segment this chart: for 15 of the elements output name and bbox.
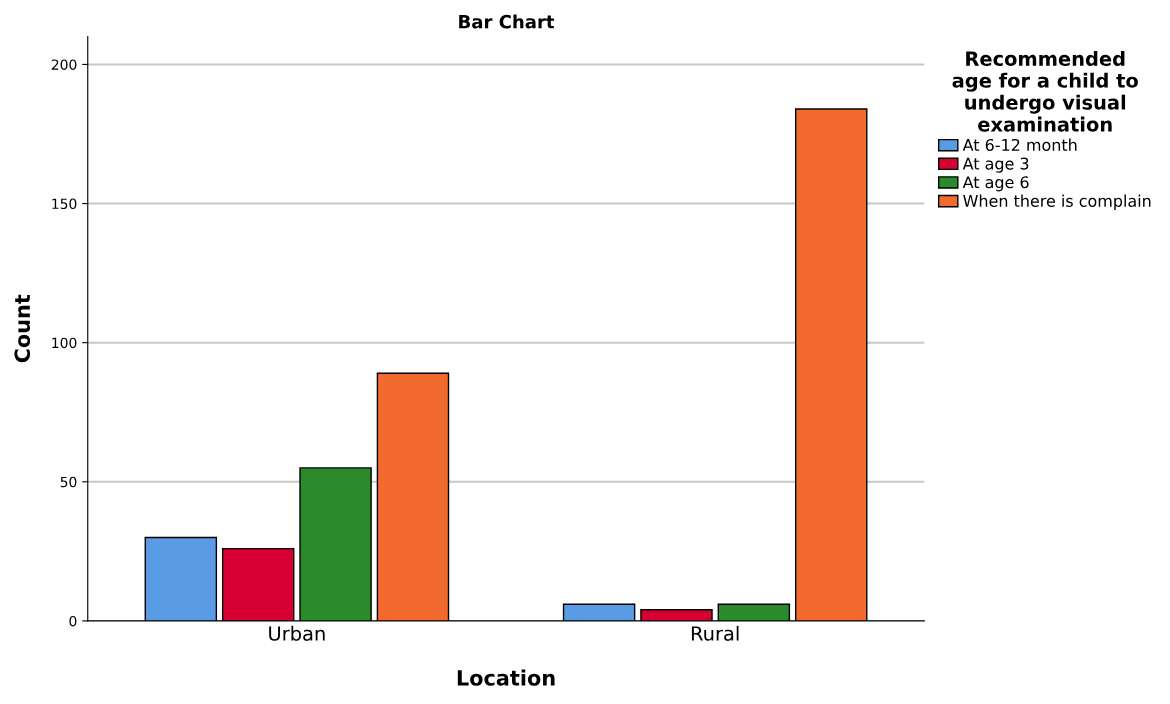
y-tick-label: 150 (52, 198, 77, 210)
y-tick-label: 0 (69, 615, 77, 627)
x-tick-label: Urban (269, 625, 325, 641)
y-tick-label: 50 (60, 476, 77, 488)
y-axis-title: Count (14, 294, 31, 363)
x-tick-label: Rural (691, 625, 739, 641)
legend-label: When there is complain (963, 194, 1151, 211)
legend-label: At age 3 (962, 157, 1029, 173)
chart-title: Bar Chart (459, 14, 555, 29)
y-tick-label: 100 (52, 337, 77, 349)
legend-title: Recommended age for a child to undergo visual examination (952, 50, 1138, 132)
y-tick-label: 200 (51, 59, 77, 70)
x-axis-title: Location (457, 669, 555, 686)
legend-label: At 6-12 month (962, 138, 1077, 151)
legend-label: At age 6 (962, 176, 1029, 192)
